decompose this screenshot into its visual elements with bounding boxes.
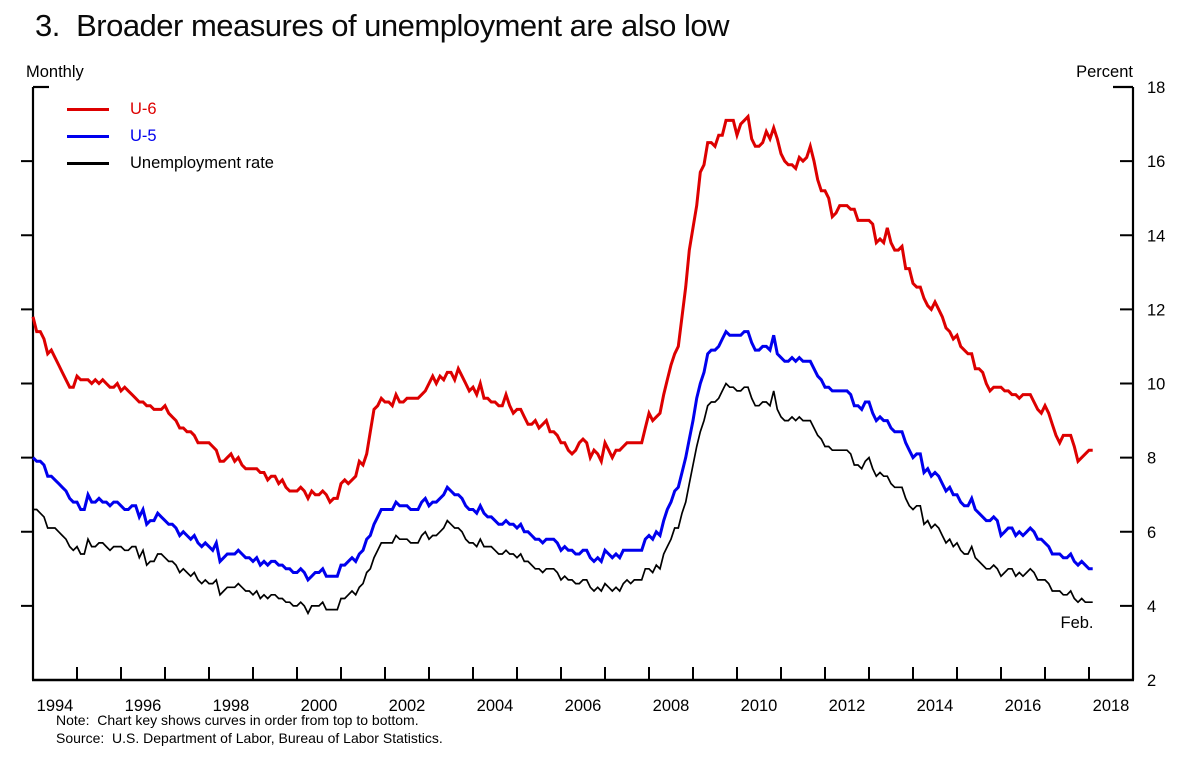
y-tick-label: 4 xyxy=(1147,598,1156,616)
chart-title: 3. Broader measures of unemployment are … xyxy=(35,8,730,43)
x-tick-label: 2010 xyxy=(741,697,778,715)
y-tick-label: 16 xyxy=(1147,153,1165,171)
y-tick-label: 18 xyxy=(1147,79,1165,97)
u6-line-swatch xyxy=(67,107,109,112)
x-tick-label: 2004 xyxy=(477,697,514,715)
x-tick-label: 1998 xyxy=(213,697,250,715)
y-tick-label: 6 xyxy=(1147,524,1156,542)
y-tick-label: 14 xyxy=(1147,227,1165,245)
x-tick-label: 2012 xyxy=(829,697,866,715)
legend-label-u6: U-6 xyxy=(130,100,157,119)
series-u-6-line xyxy=(31,113,1093,505)
x-tick-label: 1994 xyxy=(37,697,74,715)
y-tick-label: 12 xyxy=(1147,301,1165,319)
x-tick-label: 2008 xyxy=(653,697,690,715)
y-tick-label: 2 xyxy=(1147,672,1156,690)
x-tick-label: 2014 xyxy=(917,697,954,715)
unemployment-rate-line-swatch xyxy=(67,162,109,165)
legend-item-u5: U-5 xyxy=(67,123,274,150)
unit-label: Percent xyxy=(1076,63,1133,81)
source-text: Source: U.S. Department of Labor, Bureau… xyxy=(56,730,443,746)
legend: U-6 U-5 Unemployment rate xyxy=(67,96,274,177)
series-unemployment-rate-line xyxy=(33,382,1093,616)
u5-line-swatch xyxy=(67,134,109,139)
series-u-5-line xyxy=(31,329,1093,583)
last-point-annotation: Feb. xyxy=(1060,614,1094,632)
legend-item-unemployment-rate: Unemployment rate xyxy=(67,150,274,177)
x-tick-label: 2018 xyxy=(1093,697,1130,715)
x-tick-label: 2016 xyxy=(1005,697,1042,715)
x-tick-label: 2000 xyxy=(301,697,338,715)
x-tick-label: 2002 xyxy=(389,697,426,715)
legend-item-u6: U-6 xyxy=(67,96,274,123)
legend-label-unemployment-rate: Unemployment rate xyxy=(130,154,274,173)
frequency-label: Monthly xyxy=(26,63,84,81)
legend-label-u5: U-5 xyxy=(130,127,157,146)
y-tick-label: 8 xyxy=(1147,450,1156,468)
y-tick-label: 10 xyxy=(1147,376,1165,394)
x-tick-label: 1996 xyxy=(125,697,162,715)
note-text: Note: Chart key shows curves in order fr… xyxy=(56,712,419,728)
x-tick-label: 2006 xyxy=(565,697,602,715)
